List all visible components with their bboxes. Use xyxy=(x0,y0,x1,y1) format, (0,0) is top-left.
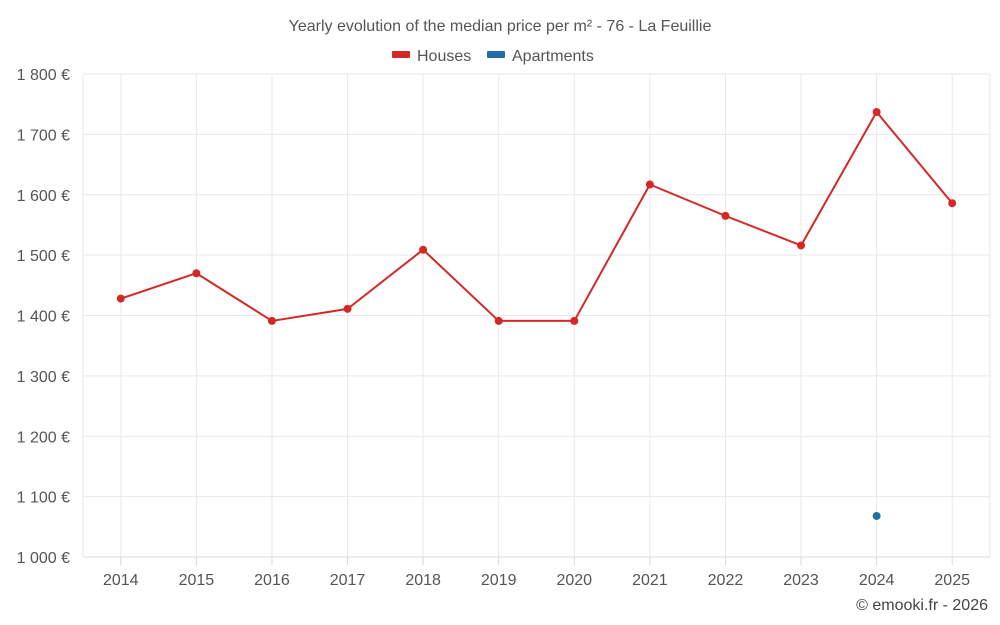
houses-data-point[interactable] xyxy=(267,316,276,325)
houses-data-point[interactable] xyxy=(721,211,730,220)
houses-data-point[interactable] xyxy=(645,180,654,189)
apartments-data-point[interactable] xyxy=(872,511,881,520)
x-tick-label: 2014 xyxy=(103,572,139,589)
legend-label-houses: Houses xyxy=(417,48,471,65)
x-tick-label: 2018 xyxy=(405,572,441,589)
x-tick-label: 2016 xyxy=(254,572,290,589)
y-tick-label: 1 700 € xyxy=(17,127,70,144)
x-tick-label: 2022 xyxy=(708,572,744,589)
plot-area xyxy=(116,108,957,520)
x-tick-label: 2021 xyxy=(632,572,668,589)
y-tick-label: 1 800 € xyxy=(17,67,70,84)
houses-data-point[interactable] xyxy=(797,241,806,250)
y-tick-label: 1 300 € xyxy=(17,369,70,386)
legend-item-houses[interactable]: Houses xyxy=(392,48,471,65)
x-tick-label: 2024 xyxy=(859,572,895,589)
legend: Houses Apartments xyxy=(392,48,594,65)
houses-data-point[interactable] xyxy=(948,199,957,208)
y-tick-label: 1 500 € xyxy=(17,248,70,265)
houses-data-point[interactable] xyxy=(116,294,125,303)
axes: 1 000 € 1 100 € 1 200 € 1 300 € 1 400 € 1 500… xyxy=(17,67,990,589)
legend-swatch-apartments xyxy=(487,51,505,58)
y-tick-label: 1 200 € xyxy=(17,429,70,446)
legend-item-apartments[interactable]: Apartments xyxy=(487,48,594,65)
grid xyxy=(82,73,991,557)
houses-data-point[interactable] xyxy=(570,316,579,325)
x-tick-label: 2020 xyxy=(556,572,592,589)
legend-swatch-houses xyxy=(392,51,410,58)
x-tick-label: 2025 xyxy=(934,572,970,589)
y-tick-label: 1 600 € xyxy=(17,188,70,205)
x-tick-label: 2023 xyxy=(783,572,819,589)
legend-label-apartments: Apartments xyxy=(512,48,594,65)
x-tick-label: 2019 xyxy=(481,572,517,589)
x-tick-label: 2017 xyxy=(330,572,366,589)
houses-data-point[interactable] xyxy=(494,316,503,325)
x-tick-label: 2015 xyxy=(179,572,215,589)
houses-data-point[interactable] xyxy=(192,269,201,278)
y-tick-label: 1 400 € xyxy=(17,309,70,326)
houses-series-line xyxy=(120,111,953,322)
houses-data-point[interactable] xyxy=(343,304,352,313)
y-tick-label: 1 000 € xyxy=(17,550,70,567)
chart-title: Yearly evolution of the median price per… xyxy=(289,18,712,35)
houses-data-point[interactable] xyxy=(872,108,881,117)
credit-text: © emooki.fr - 2026 xyxy=(856,597,988,614)
houses-data-point[interactable] xyxy=(419,245,428,254)
y-tick-label: 1 100 € xyxy=(17,490,70,507)
